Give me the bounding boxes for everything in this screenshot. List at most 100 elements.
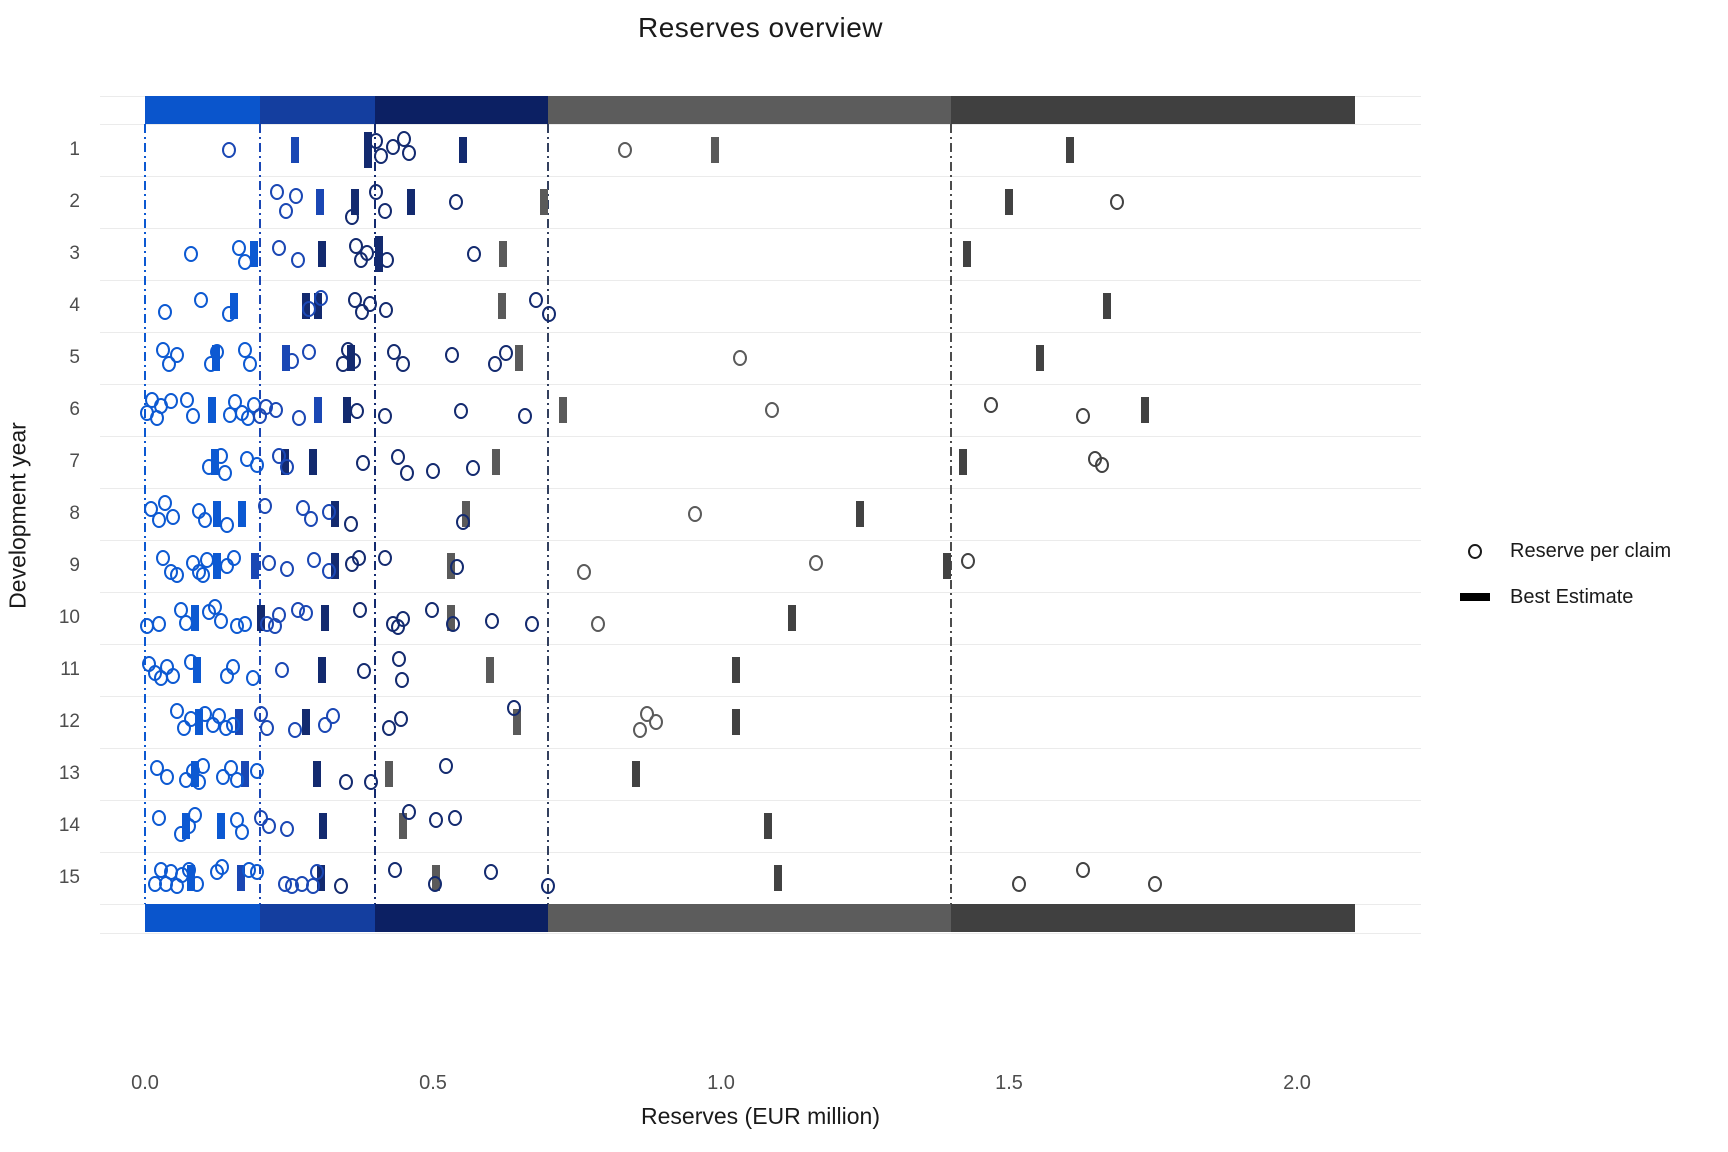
claim-point: [278, 203, 293, 220]
claim-point: [169, 567, 184, 584]
claim-point: [733, 350, 747, 366]
claim-point: [960, 552, 975, 569]
claim-point: [1012, 876, 1027, 893]
row-label: 13: [58, 763, 80, 784]
gridline: [100, 540, 1421, 541]
claim-point: [272, 606, 287, 623]
claim-point: [216, 769, 231, 786]
gridline: [100, 592, 1421, 593]
claim-point: [272, 447, 287, 464]
claim-point: [249, 863, 264, 880]
claim-point: [396, 611, 411, 628]
claim-point: [429, 811, 444, 828]
estimate-bar: [317, 241, 326, 267]
claim-point: [169, 702, 184, 719]
claim-point: [271, 239, 286, 256]
claim-point: [232, 239, 247, 256]
x-tick-label: 0.0: [131, 1072, 159, 1094]
estimate-bar: [213, 501, 221, 527]
row-label: 10: [58, 607, 80, 628]
claim-point: [325, 707, 340, 724]
estimate-bar: [458, 137, 467, 163]
row-label: 9: [69, 555, 80, 576]
estimate-bar: [363, 132, 372, 168]
estimate-bar: [943, 553, 952, 579]
claim-point: [158, 494, 173, 511]
claim-point: [541, 878, 556, 895]
claim-point: [152, 809, 167, 826]
estimate-bar: [492, 449, 501, 475]
estimate-bar: [318, 813, 327, 839]
estimate-bar: [774, 865, 783, 891]
claim-point: [280, 459, 295, 476]
gridline: [100, 124, 1421, 125]
estimate-bar: [1035, 345, 1044, 371]
row-label: 6: [69, 399, 80, 420]
claim-point: [249, 762, 264, 779]
claim-point: [313, 290, 328, 307]
claim-point: [166, 509, 181, 526]
zone-band-bottom-segment: [951, 904, 1355, 932]
estimate-bar: [407, 189, 416, 215]
row-label: 8: [69, 503, 80, 524]
estimate-bar: [731, 709, 740, 735]
claim-point: [189, 876, 204, 893]
estimate-bar: [240, 761, 249, 787]
estimate-bar: [350, 189, 359, 215]
claim-point: [164, 392, 179, 409]
gridline: [100, 644, 1421, 645]
claim-point: [393, 710, 408, 727]
row-label: 11: [60, 659, 80, 680]
claim-point: [243, 356, 258, 373]
estimate-bar: [787, 605, 796, 631]
best-estimate-icon: [1458, 593, 1492, 601]
claim-point: [632, 722, 647, 739]
estimate-bar: [238, 501, 247, 527]
estimate-bar: [211, 449, 220, 475]
claim-point: [261, 554, 276, 571]
row-label: 2: [69, 191, 80, 212]
claim-point: [391, 448, 406, 465]
claim-point: [487, 356, 502, 373]
claim-point: [214, 613, 229, 630]
claim-point: [396, 356, 411, 373]
estimate-bar: [313, 293, 322, 319]
threshold-line: [950, 124, 953, 904]
claim-point: [160, 769, 175, 786]
zone-band-top-segment: [548, 96, 952, 124]
claim-point: [506, 700, 521, 717]
claim-point: [237, 616, 252, 633]
zone-band-top-segment: [145, 96, 261, 124]
gridline: [100, 280, 1421, 281]
claim-point: [208, 598, 223, 615]
claim-point: [353, 601, 368, 618]
row-label: 14: [58, 815, 80, 836]
claim-point: [302, 301, 317, 318]
claim-point: [809, 554, 824, 571]
zone-band-bottom-segment: [548, 904, 952, 932]
estimate-bar: [342, 397, 351, 423]
estimate-bar: [540, 189, 549, 215]
claim-point: [253, 705, 268, 722]
gridline: [100, 696, 1421, 697]
claim-point: [362, 295, 377, 312]
claim-point: [401, 145, 416, 162]
claim-point: [648, 714, 663, 730]
estimate-bar: [1005, 189, 1013, 215]
estimate-bar: [313, 397, 322, 423]
estimate-bar: [498, 293, 507, 319]
row-label: 15: [58, 867, 80, 888]
claim-point: [186, 408, 201, 425]
x-axis-title: Reserves (EUR million): [641, 1103, 880, 1129]
claim-point: [196, 567, 211, 584]
claim-point: [542, 305, 557, 322]
claim-point: [425, 601, 440, 618]
claim-point: [525, 616, 540, 633]
claim-point: [445, 346, 459, 363]
claim-point: [249, 457, 264, 474]
claim-point: [291, 252, 306, 269]
claim-point: [439, 757, 454, 774]
claim-point: [1076, 408, 1091, 425]
claim-point: [1076, 861, 1091, 878]
